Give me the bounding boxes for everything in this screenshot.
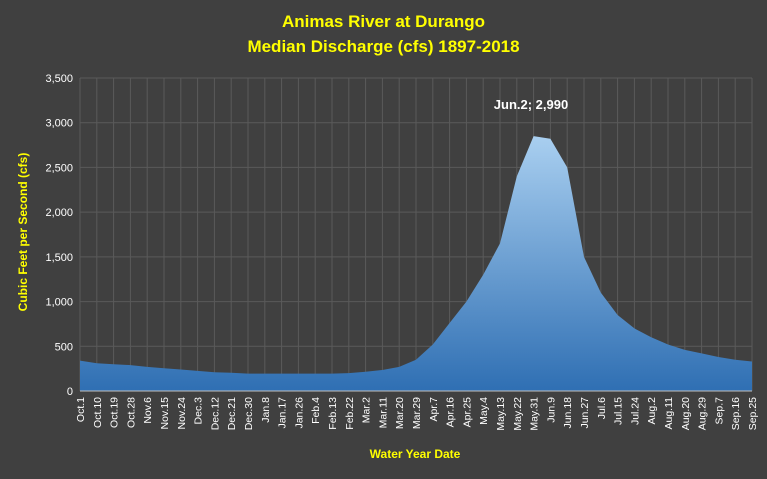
x-tick-label: Sep.25 <box>747 397 759 430</box>
x-tick-label: Apr.25 <box>461 397 473 428</box>
x-tick-label: Oct.19 <box>109 397 121 428</box>
x-tick-label: Aug.2 <box>646 397 658 425</box>
x-tick-label: Nov.15 <box>159 397 171 430</box>
x-tick-label: Feb.22 <box>344 397 356 430</box>
y-tick-label: 1,500 <box>45 252 73 264</box>
x-tick-label: Nov.24 <box>176 397 188 430</box>
y-tick-label: 500 <box>55 341 73 353</box>
x-tick-label: Mar.20 <box>394 397 406 429</box>
y-axis-label: Cubic Feet per Second (cfs) <box>16 153 30 312</box>
x-tick-label: Mar.11 <box>377 397 389 428</box>
x-tick-label: Sep.7 <box>713 397 725 425</box>
x-tick-label: May.22 <box>512 397 524 431</box>
x-tick-label: Jan.17 <box>277 397 289 429</box>
x-tick-label: Feb.4 <box>310 397 322 424</box>
chart-title: Animas River at Durango <box>281 12 486 31</box>
x-tick-label: Oct.28 <box>125 397 137 428</box>
x-tick-label: Jul.6 <box>596 397 608 419</box>
chart-subtitle: Median Discharge (cfs) 1897-2018 <box>247 37 520 56</box>
x-tick-label: Jul.24 <box>629 397 641 425</box>
y-tick-label: 1,000 <box>45 297 73 309</box>
x-tick-label: Aug.11 <box>663 397 675 430</box>
x-tick-label: Oct.1 <box>75 397 87 422</box>
x-tick-label: Jan.26 <box>293 397 305 429</box>
x-tick-label: Oct.10 <box>92 397 104 428</box>
x-tick-label: May.13 <box>495 397 507 431</box>
x-tick-label: Dec.3 <box>193 397 205 425</box>
x-tick-label: Apr.16 <box>445 397 457 428</box>
x-tick-label: Jun.9 <box>545 397 557 423</box>
y-tick-label: 2,500 <box>45 162 73 174</box>
x-tick-label: May.4 <box>478 397 490 425</box>
x-tick-label: Mar.2 <box>361 397 373 423</box>
discharge-area <box>80 136 752 391</box>
x-tick-label: Jun.27 <box>579 397 591 429</box>
y-tick-label: 0 <box>67 386 73 398</box>
axes: 0 500 1,000 1,500 2,000 2,500 3,000 3,500 Oct.1 O… <box>45 73 759 431</box>
x-tick-label: Apr.7 <box>428 397 440 422</box>
x-tick-label: May.31 <box>529 397 541 431</box>
x-tick-label: Aug.20 <box>680 397 692 430</box>
y-tick-label: 3,500 <box>45 73 73 85</box>
x-tick-label: Jul.15 <box>613 397 625 425</box>
x-tick-label: Jan.8 <box>260 397 272 423</box>
peak-annotation: Jun.2; 2,990 <box>494 97 568 112</box>
x-tick-label: Feb.13 <box>327 397 339 430</box>
x-tick-label: Dec.30 <box>243 397 255 430</box>
y-tick-label: 2,000 <box>45 207 73 219</box>
x-tick-label: Aug.29 <box>697 397 709 430</box>
x-tick-label: Sep.16 <box>730 397 742 430</box>
x-tick-label: Dec.12 <box>209 397 221 430</box>
area-series <box>80 136 752 391</box>
y-tick-label: 3,000 <box>45 118 73 130</box>
x-tick-label: Nov.6 <box>142 397 154 424</box>
x-tick-label: Mar.29 <box>411 397 423 429</box>
x-tick-label: Dec.21 <box>226 397 238 430</box>
x-tick-label: Jun.18 <box>562 397 574 429</box>
x-axis-label: Water Year Date <box>370 447 461 461</box>
